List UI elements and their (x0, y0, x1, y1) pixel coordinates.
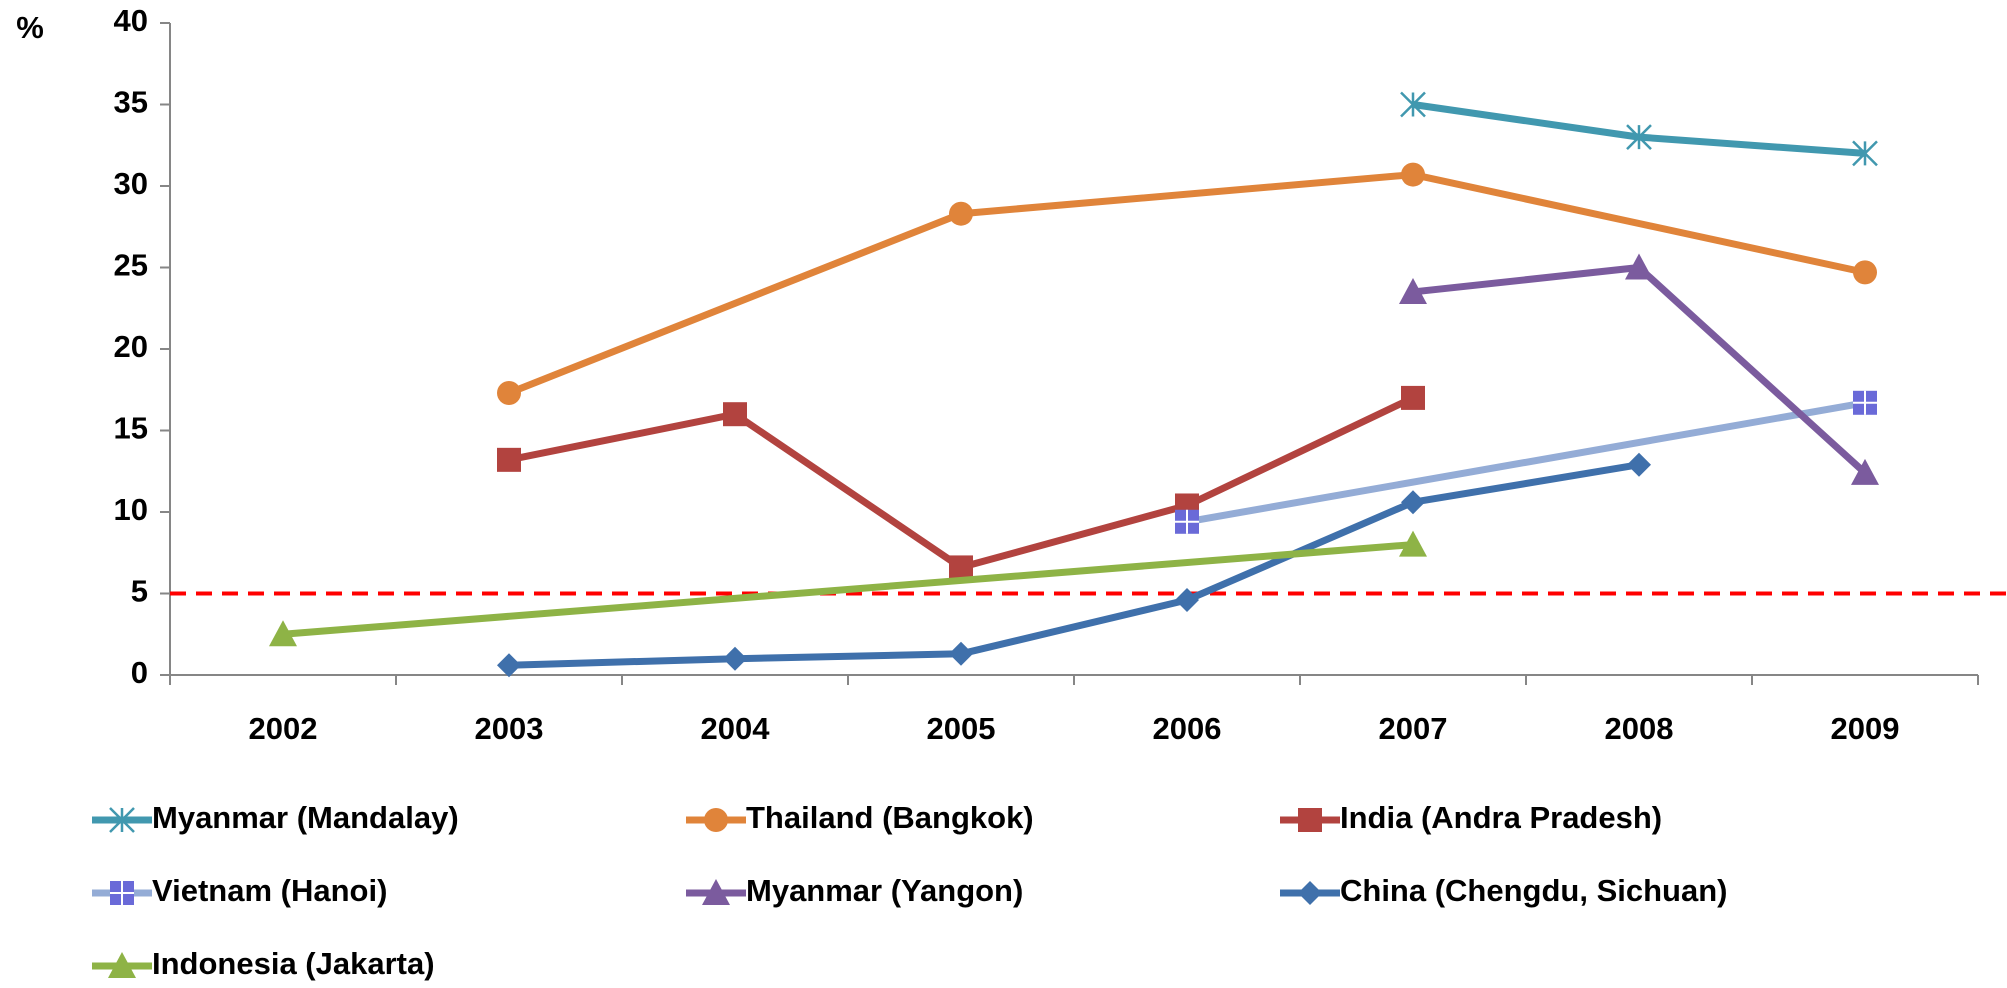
marker (1298, 881, 1322, 905)
series-line (507, 171, 1866, 397)
legend-label: India (Andra Pradesh) (1340, 800, 1662, 835)
legend-label: Myanmar (Yangon) (746, 873, 1023, 908)
x-tick-label: 2002 (249, 711, 318, 746)
x-tick-label: 2008 (1605, 711, 1674, 746)
series-line (508, 461, 1640, 669)
y-tick-label: 20 (114, 329, 148, 364)
legend-label: China (Chengdu, Sichuan) (1340, 873, 1728, 908)
x-tick-label: 2005 (927, 711, 996, 746)
y-tick-label: 40 (114, 3, 148, 38)
marker (723, 646, 747, 671)
marker (1626, 124, 1652, 150)
marker-plus (1175, 509, 1199, 534)
series-line (1186, 399, 1866, 526)
marker (108, 952, 136, 978)
legend-label: Thailand (Bangkok) (746, 800, 1034, 835)
marker (949, 641, 973, 666)
y-tick-label: 35 (114, 85, 148, 120)
marker (497, 653, 521, 678)
marker (1400, 91, 1426, 118)
series-line (282, 541, 1414, 638)
x-tick-label: 2009 (1831, 711, 1900, 746)
series-line (508, 394, 1415, 571)
marker (723, 402, 747, 427)
marker (1401, 490, 1425, 515)
x-tick-label: 2007 (1379, 711, 1448, 746)
marker (702, 879, 730, 905)
y-tick-label: 30 (114, 166, 148, 201)
x-tick-label: 2006 (1153, 711, 1222, 746)
marker (1853, 260, 1877, 285)
y-tick-label: 25 (114, 248, 148, 283)
legend-label: Vietnam (Hanoi) (152, 873, 387, 908)
marker (1852, 140, 1878, 167)
marker-plus (1853, 390, 1877, 415)
marker (1298, 808, 1322, 832)
marker (109, 807, 135, 833)
marker (1401, 385, 1425, 410)
x-tick-label: 2003 (475, 711, 544, 746)
marker (1401, 162, 1425, 187)
marker (1399, 277, 1427, 304)
marker (497, 381, 521, 406)
marker (949, 555, 973, 580)
marker (1627, 452, 1651, 477)
y-tick-label: 15 (114, 411, 148, 446)
y-axis-label: % (16, 10, 44, 45)
y-tick-label: 10 (114, 492, 148, 527)
legend-label: Myanmar (Mandalay) (152, 800, 459, 835)
marker (949, 201, 973, 226)
marker (269, 620, 297, 647)
legend-label: Indonesia (Jakarta) (152, 946, 435, 981)
marker (1851, 458, 1879, 485)
marker (704, 808, 728, 832)
x-tick-label: 2004 (701, 711, 771, 746)
y-tick-label: 5 (131, 574, 148, 609)
y-tick-label: 0 (131, 655, 148, 690)
marker (497, 447, 521, 472)
marker-plus (110, 881, 134, 905)
marker (1399, 530, 1427, 557)
marker (1175, 588, 1199, 613)
marker (1625, 253, 1653, 280)
